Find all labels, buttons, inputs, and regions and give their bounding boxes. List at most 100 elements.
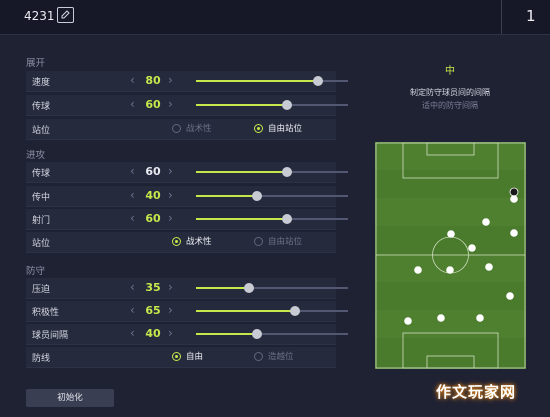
value-display: 40 [145,327,161,340]
increase-button[interactable]: › [168,326,173,340]
row-build-speed: 速度 ‹ 80 › [26,71,348,92]
increase-button[interactable]: › [168,188,173,202]
header-divider [501,0,502,34]
value-display: 40 [145,189,161,202]
increase-button[interactable]: › [168,211,173,225]
row-def-pressure: 压迫 ‹ 35 › [26,278,348,299]
row-def-team-width: 球员间隔 ‹ 40 › [26,324,348,345]
slider-fill [196,171,288,173]
slider-track[interactable] [196,214,348,224]
increase-button[interactable]: › [168,280,173,294]
bottom-goal-box [426,355,475,369]
pitch-diagram [375,142,526,369]
player-marker [506,292,514,300]
option-label: 战术性 [186,124,212,134]
player-marker-ball [509,187,519,197]
radio-button-selected [172,352,181,361]
row-att-crossing: 传中 ‹ 40 › [26,186,348,207]
decrease-button[interactable]: ‹ [130,188,135,202]
decrease-button[interactable]: ‹ [130,326,135,340]
radio-button [254,237,263,246]
section-defence-title: 防守 [26,266,46,277]
row-build-passing: 传球 ‹ 60 › [26,95,348,116]
option-label: 自由站位 [268,124,303,134]
slider-fill [196,218,288,220]
tactic-name: 4231 [24,9,55,23]
option-offside-trap[interactable]: 造越位 [254,350,294,362]
value-display: 80 [145,74,161,87]
value-display: 60 [145,165,161,178]
panel-subtitle: 适中的防守间隔 [422,101,478,110]
row-build-positioning: 站位 战术性 自由站位 [26,119,336,140]
value-display: 60 [145,212,161,225]
decrease-button[interactable]: ‹ [130,303,135,317]
section-build-up-title: 展开 [26,58,46,69]
radio-button [172,124,181,133]
slider-fill [196,195,257,197]
pitch-stripe [375,310,526,338]
option-free-form[interactable]: 自由站位 [254,122,302,134]
slider-thumb[interactable] [244,283,255,293]
option-cover[interactable]: 自由 [172,350,203,362]
slider-track[interactable] [196,100,348,110]
row-att-passing: 传球 ‹ 60 › [26,162,348,183]
option-organised[interactable]: 战术性 [172,122,212,134]
row-label: 传球 [32,169,51,179]
player-marker [482,218,490,226]
player-marker [468,244,476,252]
player-marker [447,230,455,238]
slider-thumb[interactable] [282,100,293,110]
value-display: 35 [145,281,161,294]
player-marker [404,317,412,325]
increase-button[interactable]: › [168,164,173,178]
slider-track[interactable] [196,76,348,86]
decrease-button[interactable]: ‹ [130,97,135,111]
slider-thumb[interactable] [282,214,293,224]
row-def-aggression: 积极性 ‹ 65 › [26,301,348,322]
slider-thumb[interactable] [289,306,300,316]
edit-name-button[interactable] [57,7,74,23]
row-att-positioning: 站位 战术性 自由站位 [26,232,336,253]
slider-thumb[interactable] [251,191,262,201]
value-display: 60 [145,98,161,111]
slider-thumb[interactable] [251,329,262,339]
decrease-button[interactable]: ‹ [130,280,135,294]
slider-fill [196,310,295,312]
option-label: 自由站位 [268,237,303,247]
player-marker [476,314,484,322]
player-marker [510,195,518,203]
slider-track[interactable] [196,329,348,339]
increase-button[interactable]: › [168,97,173,111]
option-organised[interactable]: 战术性 [172,235,212,247]
decrease-button[interactable]: ‹ [130,164,135,178]
slider-track[interactable] [196,167,348,177]
pencil-icon [61,10,70,19]
player-marker [414,266,422,274]
reset-button[interactable]: 初始化 [26,389,114,407]
row-label: 传球 [32,102,51,112]
player-marker [437,314,445,322]
pitch-stripe [375,142,526,170]
option-label: 自由 [186,352,204,362]
slider-fill [196,80,318,82]
section-attack-title: 进攻 [26,150,46,161]
decrease-button[interactable]: ‹ [130,211,135,225]
slider-thumb[interactable] [312,76,323,86]
increase-button[interactable]: › [168,73,173,87]
player-marker [510,229,518,237]
slider-track[interactable] [196,306,348,316]
option-free-form[interactable]: 自由站位 [254,235,302,247]
row-label: 积极性 [32,308,60,318]
value-display: 65 [145,304,161,317]
slider-fill [196,104,288,106]
slider-fill [196,287,250,289]
slider-thumb[interactable] [282,167,293,177]
slider-track[interactable] [196,191,348,201]
row-label: 传中 [32,193,51,203]
radio-button-selected [172,237,181,246]
increase-button[interactable]: › [168,303,173,317]
radio-button [254,352,263,361]
decrease-button[interactable]: ‹ [130,73,135,87]
row-label: 球员间隔 [32,331,69,341]
slider-track[interactable] [196,283,348,293]
